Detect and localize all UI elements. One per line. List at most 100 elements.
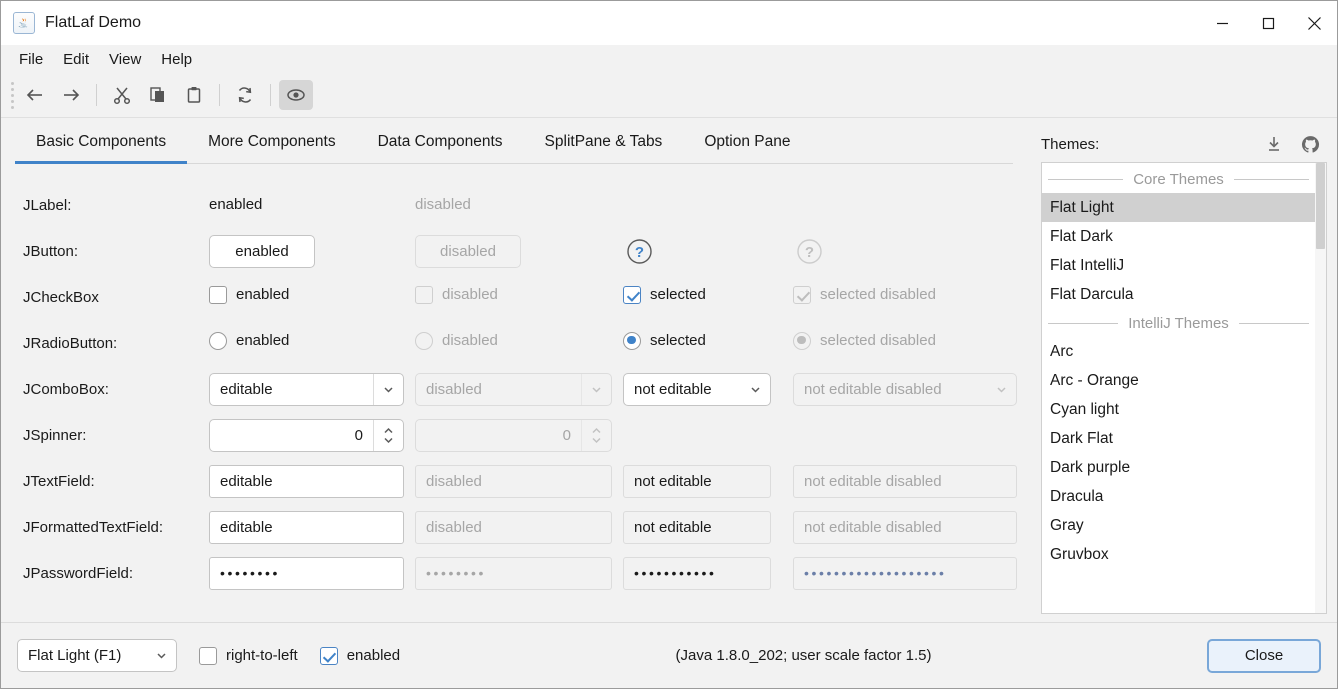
forward-icon[interactable] (54, 80, 88, 110)
spinner-arrows-icon[interactable] (373, 419, 403, 451)
checkbox-box[interactable] (319, 646, 338, 665)
formattedfield-editable[interactable]: editable (209, 510, 404, 544)
help-icon-enabled[interactable]: ? (623, 235, 655, 267)
themes-group-header-intellij: IntelliJ Themes (1042, 309, 1315, 337)
row-label: JSpinner: (23, 426, 87, 444)
radio-enabled[interactable]: enabled (209, 331, 289, 350)
title-bar: FlatLaf Demo (1, 1, 1337, 45)
checkbox-box[interactable] (209, 285, 227, 304)
theme-item-dark-purple[interactable]: Dark purple (1050, 458, 1131, 476)
combobox-value: not editable (634, 380, 712, 398)
tab-option-pane[interactable]: Option Pane (704, 133, 791, 150)
row-label: JButton: (23, 242, 79, 260)
menu-bar: File Edit View Help (1, 45, 1337, 73)
jbutton-enabled[interactable]: enabled (209, 234, 315, 268)
checkbox-box (793, 285, 811, 304)
group-header-label: Core Themes (1133, 170, 1224, 188)
scrollbar-thumb[interactable] (1316, 163, 1325, 249)
row-jcheckbox: JCheckBox enabled disabled selected sele… (23, 274, 1027, 320)
theme-item-flat-light[interactable]: Flat Light (1042, 193, 1315, 222)
enabled-checkbox[interactable]: enabled (319, 646, 400, 665)
themes-list[interactable]: Core Themes Flat Light Flat Dark Flat In… (1042, 163, 1315, 613)
checkbox-disabled: disabled (415, 285, 498, 304)
theme-item-cyan-light[interactable]: Cyan light (1050, 400, 1119, 418)
svg-text:?: ? (634, 244, 643, 261)
theme-selector-combobox[interactable]: Flat Light (F1) (17, 639, 177, 672)
spinner-value[interactable]: 0 (354, 426, 363, 444)
combobox-value: editable (220, 380, 273, 398)
menu-item-help[interactable]: Help (161, 50, 193, 68)
tab-data-components[interactable]: Data Components (377, 133, 503, 150)
theme-item-dracula[interactable]: Dracula (1050, 487, 1104, 505)
themes-title: Themes: (1041, 135, 1100, 153)
paste-icon[interactable] (177, 80, 211, 110)
row-label: JLabel: (23, 196, 72, 214)
chevron-down-icon[interactable] (740, 374, 770, 405)
radio-disabled: disabled (415, 331, 498, 350)
passwordfield-not-editable: ••••••••••• (623, 556, 771, 590)
minimize-icon[interactable] (1199, 1, 1245, 45)
toolbar-separator (219, 84, 220, 106)
textfield-not-editable: not editable (623, 464, 771, 498)
back-icon[interactable] (18, 80, 52, 110)
menu-item-edit[interactable]: Edit (63, 50, 90, 68)
copy-icon[interactable] (141, 80, 175, 110)
textfield-not-editable-disabled: not editable disabled (793, 464, 1017, 498)
menu-item-view[interactable]: View (109, 50, 142, 68)
checkbox-box[interactable] (623, 285, 641, 304)
combobox-editable[interactable]: editable (209, 372, 404, 406)
svg-text:?: ? (804, 244, 813, 261)
toolbar-separator (96, 84, 97, 106)
themes-actions (1263, 133, 1327, 155)
radio-selected[interactable]: selected (623, 331, 706, 350)
passwordfield-not-editable-disabled: ••••••••••••••••••• (793, 556, 1017, 590)
chevron-down-icon[interactable] (373, 373, 403, 405)
row-jpasswordfield: JPasswordField: •••••••• •••••••• ••••••… (23, 550, 1027, 596)
radio-circle[interactable] (209, 331, 227, 350)
theme-item-flat-darcula[interactable]: Flat Darcula (1050, 285, 1134, 303)
content-area: Basic Components More Components Data Co… (1, 118, 1337, 622)
theme-item-flat-intellij[interactable]: Flat IntelliJ (1050, 256, 1125, 274)
textfield-editable[interactable]: editable (209, 464, 404, 498)
themes-scrollbar[interactable] (1315, 163, 1326, 613)
main-panel: Basic Components More Components Data Co… (1, 118, 1027, 622)
combobox-not-editable-disabled: not editable disabled (793, 372, 1017, 406)
radio-label: selected disabled (820, 332, 936, 349)
theme-item-arc[interactable]: Arc (1050, 342, 1074, 360)
right-to-left-checkbox[interactable]: right-to-left (199, 646, 298, 665)
row-jlabel: JLabel: enabled disabled (23, 182, 1027, 228)
tab-basic-components[interactable]: Basic Components (15, 120, 188, 164)
theme-item-gruvbox[interactable]: Gruvbox (1050, 545, 1109, 563)
formattedfield-not-editable: not editable (623, 510, 771, 544)
github-icon[interactable] (1299, 133, 1321, 155)
checkbox-selected[interactable]: selected (623, 285, 706, 304)
refresh-icon[interactable] (228, 80, 262, 110)
checkbox-enabled[interactable]: enabled (209, 285, 290, 304)
theme-item-flat-dark[interactable]: Flat Dark (1050, 227, 1113, 245)
menu-item-file[interactable]: File (19, 50, 44, 68)
close-icon[interactable] (1291, 1, 1337, 45)
tab-more-components[interactable]: More Components (208, 133, 336, 150)
textfield-disabled: disabled (415, 464, 612, 498)
eye-icon[interactable] (279, 80, 313, 110)
download-icon[interactable] (1263, 133, 1285, 155)
checkbox-label: enabled (236, 286, 290, 303)
help-icon-disabled: ? (793, 235, 825, 267)
maximize-icon[interactable] (1245, 1, 1291, 45)
tab-splitpane-tabs[interactable]: SplitPane & Tabs (544, 133, 663, 150)
row-label: JCheckBox (23, 288, 99, 306)
chevron-down-icon[interactable] (146, 640, 176, 671)
theme-item-arc-orange[interactable]: Arc - Orange (1050, 371, 1139, 389)
row-label: JFormattedTextField: (23, 518, 164, 536)
toolbar-drag-handle[interactable] (7, 82, 17, 108)
spinner-enabled[interactable]: 0 (209, 418, 404, 452)
combobox-not-editable[interactable]: not editable (623, 372, 771, 406)
theme-item-gray[interactable]: Gray (1050, 516, 1084, 534)
bottom-bar: Flat Light (F1) right-to-left enabled (J… (1, 622, 1337, 688)
checkbox-box[interactable] (199, 646, 217, 665)
cut-icon[interactable] (105, 80, 139, 110)
theme-item-dark-flat[interactable]: Dark Flat (1050, 429, 1113, 447)
passwordfield-editable[interactable]: •••••••• (209, 556, 404, 590)
radio-circle[interactable] (623, 331, 641, 350)
close-button[interactable]: Close (1207, 638, 1321, 673)
